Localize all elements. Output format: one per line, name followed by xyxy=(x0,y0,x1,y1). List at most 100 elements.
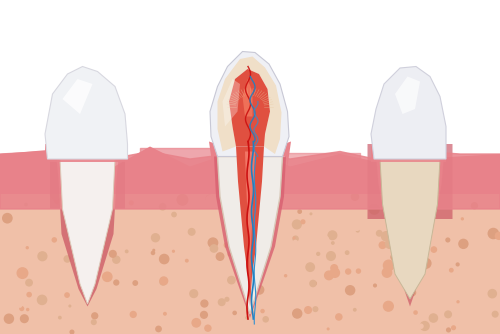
Ellipse shape xyxy=(227,276,236,285)
Ellipse shape xyxy=(309,248,318,257)
Ellipse shape xyxy=(206,194,214,203)
Ellipse shape xyxy=(128,193,138,203)
Ellipse shape xyxy=(385,194,392,202)
Polygon shape xyxy=(242,79,252,117)
Polygon shape xyxy=(218,157,282,314)
Ellipse shape xyxy=(234,294,239,300)
FancyBboxPatch shape xyxy=(371,144,446,162)
Ellipse shape xyxy=(298,209,302,214)
Ellipse shape xyxy=(345,268,352,275)
Ellipse shape xyxy=(159,203,166,211)
Ellipse shape xyxy=(155,326,162,332)
Ellipse shape xyxy=(182,316,192,326)
Ellipse shape xyxy=(82,285,92,295)
Ellipse shape xyxy=(26,246,29,249)
Ellipse shape xyxy=(70,203,74,207)
Ellipse shape xyxy=(300,219,306,224)
Ellipse shape xyxy=(258,271,262,274)
Ellipse shape xyxy=(335,313,342,321)
Ellipse shape xyxy=(2,213,12,223)
Ellipse shape xyxy=(409,241,418,250)
Ellipse shape xyxy=(328,230,338,240)
Ellipse shape xyxy=(390,313,396,320)
Ellipse shape xyxy=(247,206,258,217)
Ellipse shape xyxy=(446,227,458,239)
Ellipse shape xyxy=(292,235,299,242)
Ellipse shape xyxy=(312,306,318,312)
Ellipse shape xyxy=(78,262,83,266)
Ellipse shape xyxy=(46,230,50,234)
Ellipse shape xyxy=(142,229,146,233)
Ellipse shape xyxy=(26,292,32,298)
Ellipse shape xyxy=(156,198,162,203)
Ellipse shape xyxy=(262,316,269,323)
Polygon shape xyxy=(210,51,289,157)
Ellipse shape xyxy=(420,321,430,331)
Ellipse shape xyxy=(172,193,183,204)
Ellipse shape xyxy=(70,330,74,334)
Ellipse shape xyxy=(426,311,434,320)
Ellipse shape xyxy=(18,304,22,308)
Ellipse shape xyxy=(488,228,499,239)
Ellipse shape xyxy=(409,289,416,296)
Ellipse shape xyxy=(200,299,208,308)
Polygon shape xyxy=(60,159,115,304)
Ellipse shape xyxy=(152,249,156,252)
Ellipse shape xyxy=(200,311,208,319)
Ellipse shape xyxy=(309,280,317,287)
Polygon shape xyxy=(62,79,92,114)
Ellipse shape xyxy=(397,264,407,274)
Polygon shape xyxy=(395,76,420,114)
Ellipse shape xyxy=(206,195,215,205)
Polygon shape xyxy=(218,56,282,154)
Ellipse shape xyxy=(189,289,198,298)
Ellipse shape xyxy=(368,240,378,251)
Ellipse shape xyxy=(430,246,437,253)
Ellipse shape xyxy=(398,325,403,330)
Ellipse shape xyxy=(330,264,338,272)
Ellipse shape xyxy=(91,319,97,325)
Ellipse shape xyxy=(26,308,30,311)
Ellipse shape xyxy=(444,310,452,318)
Ellipse shape xyxy=(159,276,168,286)
Ellipse shape xyxy=(188,228,196,236)
Ellipse shape xyxy=(130,311,137,318)
Ellipse shape xyxy=(292,276,298,281)
Ellipse shape xyxy=(238,260,249,271)
Ellipse shape xyxy=(140,215,144,219)
Ellipse shape xyxy=(310,212,312,215)
Ellipse shape xyxy=(192,243,196,246)
Ellipse shape xyxy=(292,219,302,229)
Ellipse shape xyxy=(91,312,98,319)
Ellipse shape xyxy=(216,286,227,297)
Ellipse shape xyxy=(320,235,330,245)
Ellipse shape xyxy=(58,201,65,207)
Ellipse shape xyxy=(284,274,288,278)
Ellipse shape xyxy=(37,295,48,305)
Ellipse shape xyxy=(326,251,336,261)
Ellipse shape xyxy=(224,242,230,248)
Ellipse shape xyxy=(180,322,185,327)
Ellipse shape xyxy=(150,250,156,255)
Ellipse shape xyxy=(460,217,464,220)
Ellipse shape xyxy=(356,228,360,233)
Polygon shape xyxy=(214,157,286,318)
Ellipse shape xyxy=(383,301,394,312)
Ellipse shape xyxy=(72,233,82,243)
Ellipse shape xyxy=(449,268,454,273)
Ellipse shape xyxy=(382,267,392,278)
Ellipse shape xyxy=(345,285,356,296)
Ellipse shape xyxy=(90,325,102,334)
Ellipse shape xyxy=(381,231,392,241)
Ellipse shape xyxy=(70,199,78,206)
Ellipse shape xyxy=(112,256,120,264)
Ellipse shape xyxy=(346,239,356,248)
Ellipse shape xyxy=(260,309,265,313)
Ellipse shape xyxy=(180,213,190,223)
Polygon shape xyxy=(236,147,264,307)
Ellipse shape xyxy=(240,222,243,226)
Ellipse shape xyxy=(19,306,24,311)
Ellipse shape xyxy=(445,237,450,242)
Ellipse shape xyxy=(75,229,80,233)
Ellipse shape xyxy=(52,237,57,243)
